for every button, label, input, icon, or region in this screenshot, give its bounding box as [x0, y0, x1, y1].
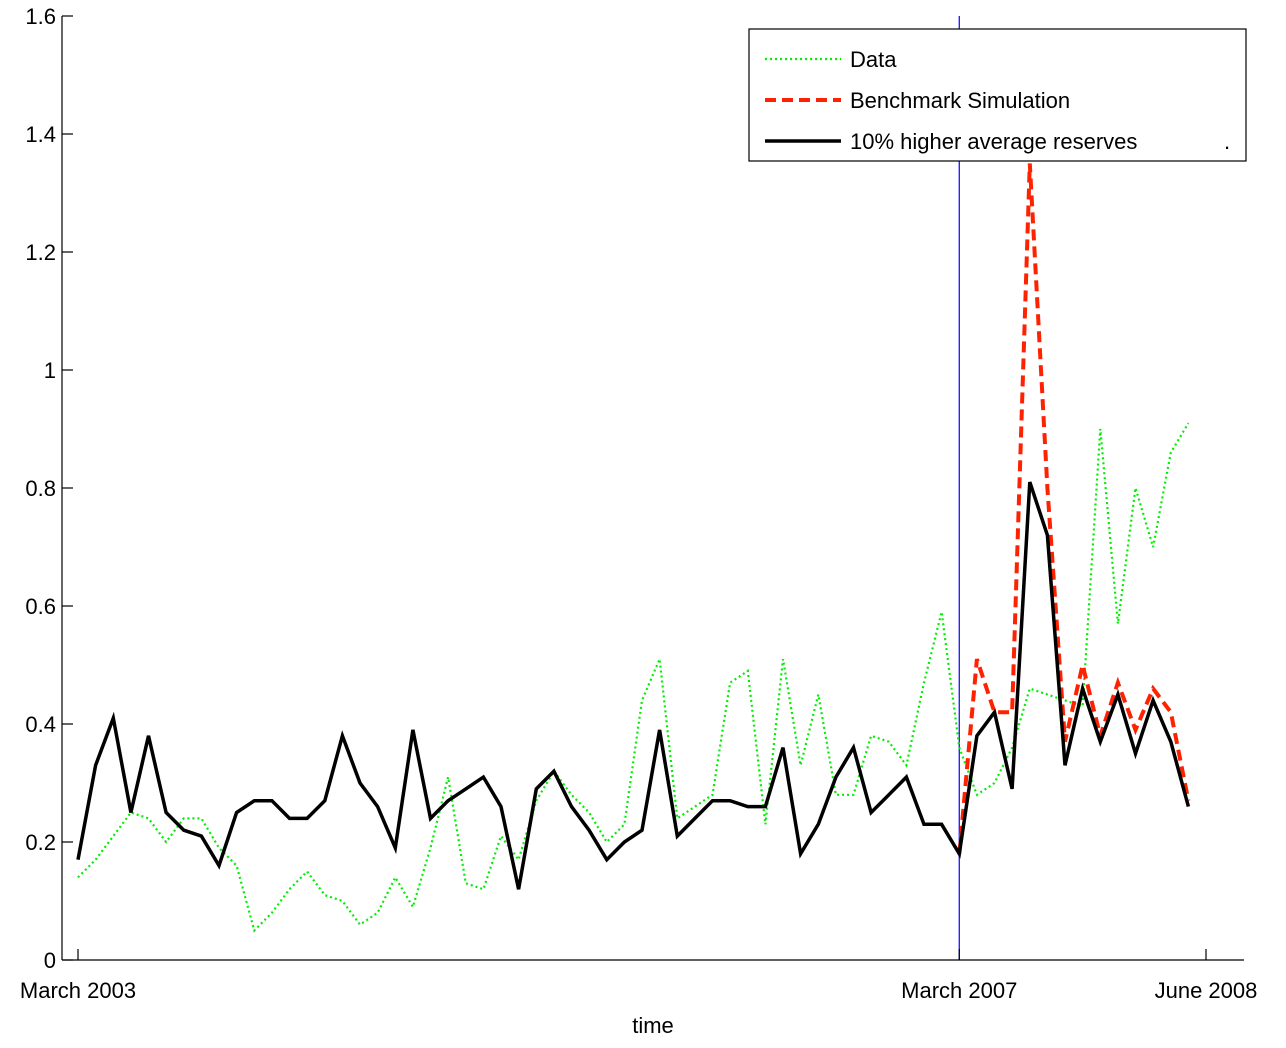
- legend-box: [748, 28, 1247, 162]
- y-tick-label: 1.4: [25, 122, 56, 147]
- y-tick-label: 0.6: [25, 594, 56, 619]
- y-tick-label: 1: [44, 358, 56, 383]
- y-tick-label: 0.8: [25, 476, 56, 501]
- legend-label-data: Data: [850, 47, 897, 72]
- y-tick-label: 0: [44, 948, 56, 973]
- y-tick-label: 1.6: [25, 4, 56, 29]
- x-tick-label: March 2003: [20, 978, 136, 1003]
- axes-layer: 0 0.2 0.4 0.6 0.8 1 1.2 1.4 1.6 March 2003 March 2…: [20, 4, 1257, 1003]
- y-tick-label: 1.2: [25, 240, 56, 265]
- y-tick-label: 0.2: [25, 830, 56, 855]
- legend-label-10-higher-average-reserves: 10% higher average reserves: [850, 129, 1137, 154]
- series-line-data: [77, 422, 1190, 933]
- y-tick-label: 0.4: [25, 712, 56, 737]
- x-axis-label: time: [632, 1013, 674, 1038]
- series-layer: [76, 16, 1191, 960]
- legend: Data Benchmark Simulation 10% higher avera…: [748, 28, 1247, 162]
- series-line-benchmark-simulation: [957, 163, 1191, 854]
- x-tick-label: March 2007: [901, 978, 1017, 1003]
- x-tick-label: June 2008: [1155, 978, 1258, 1003]
- series-line-10-higher-average-reserves: [76, 481, 1191, 890]
- legend-extra-mark: .: [1224, 129, 1230, 154]
- legend-label-benchmark-simulation: Benchmark Simulation: [850, 88, 1070, 113]
